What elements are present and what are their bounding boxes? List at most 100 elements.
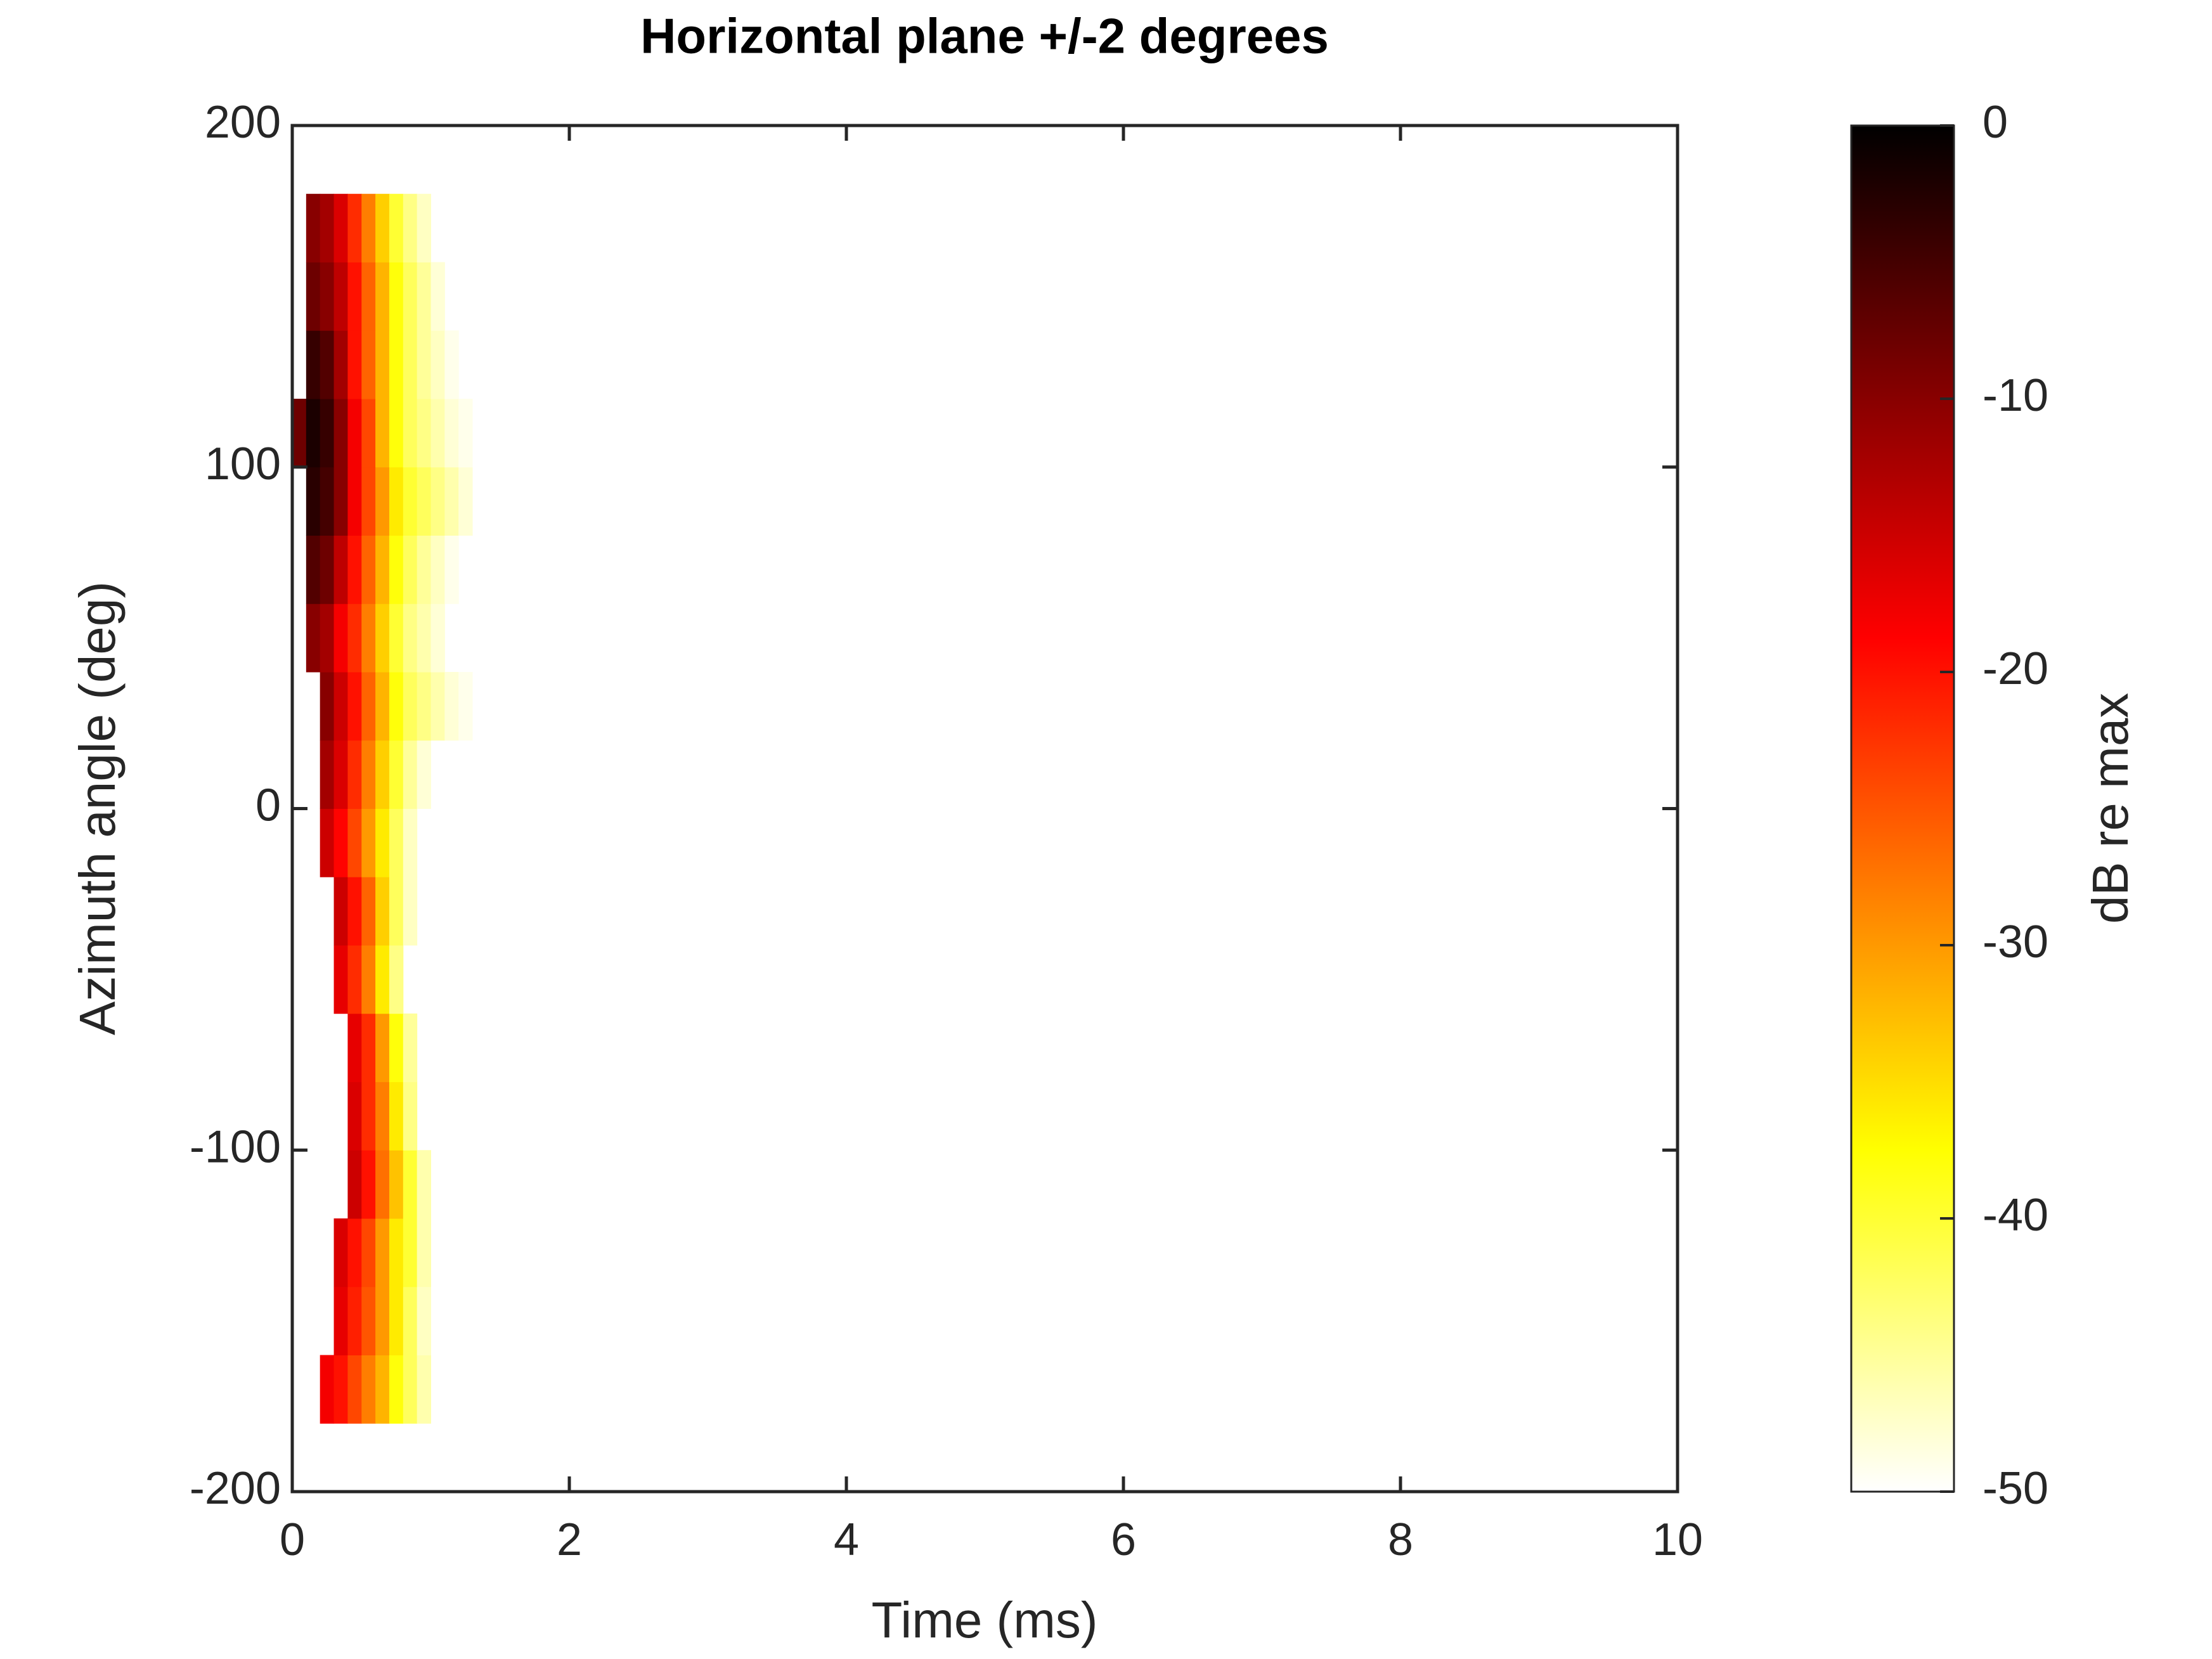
heatmap-cell	[389, 1218, 404, 1288]
colorbar-tick-label: -20	[1982, 643, 2048, 694]
heatmap-cell	[333, 945, 348, 1014]
heatmap-cell	[333, 193, 348, 262]
heatmap-cell	[403, 262, 418, 331]
heatmap-cell	[361, 808, 376, 877]
heatmap-cell	[389, 1286, 404, 1355]
heatmap-cell	[361, 604, 376, 673]
heatmap-cell	[403, 467, 418, 536]
heatmap-cell	[430, 399, 445, 468]
heatmap-cell	[347, 467, 362, 536]
heatmap-cell	[403, 1081, 418, 1151]
heatmap-cell	[430, 535, 445, 604]
heatmap-cell	[361, 399, 376, 468]
heatmap-cell	[403, 330, 418, 399]
heatmap-cell	[417, 1218, 431, 1288]
heatmap-cell	[375, 945, 390, 1014]
heatmap-cell	[444, 399, 459, 468]
heatmap-cell	[389, 330, 404, 399]
heatmap-cell	[361, 262, 376, 331]
heatmap-cell	[347, 1355, 362, 1424]
heatmap-cell	[444, 672, 459, 741]
colorbar-tick-label: -10	[1982, 370, 2048, 421]
heatmap-cell	[417, 1355, 431, 1424]
heatmap-cell	[320, 672, 335, 741]
heatmap-cell	[333, 877, 348, 946]
heatmap-cell	[375, 1150, 390, 1219]
colorbar-tick-label: 0	[1982, 97, 2008, 148]
heatmap-cell	[347, 672, 362, 741]
heatmap-cell	[389, 1355, 404, 1424]
y-tick-label: 100	[205, 439, 281, 489]
heatmap-cell	[306, 262, 321, 331]
heatmap-cell	[347, 1013, 362, 1082]
x-tick-label: 6	[1111, 1514, 1136, 1565]
heatmap-cell	[361, 877, 376, 946]
heatmap-cell	[347, 1150, 362, 1219]
heatmap-cell	[417, 535, 431, 604]
heatmap-cell	[417, 1150, 431, 1219]
heatmap-cell	[389, 535, 404, 604]
chart-title: Horizontal plane +/-2 degrees	[640, 8, 1329, 64]
heatmap-cell	[375, 877, 390, 946]
heatmap-cell	[403, 1218, 418, 1288]
x-tick-label: 0	[280, 1514, 305, 1565]
heatmap-cell	[347, 808, 362, 877]
heatmap-cell	[444, 330, 459, 399]
heatmap-cell	[347, 330, 362, 399]
heatmap-cell	[361, 945, 376, 1014]
heatmap-cell	[361, 467, 376, 536]
colorbar-tick-label: -30	[1982, 917, 2048, 967]
heatmap-cell	[389, 193, 404, 262]
heatmap-cell	[333, 604, 348, 673]
heatmap-cell	[403, 1355, 418, 1424]
heatmap-cell	[306, 604, 321, 673]
heatmap-cell	[417, 467, 431, 536]
colorbar-tick-label: -40	[1982, 1190, 2048, 1241]
heatmap-cell	[430, 604, 445, 673]
heatmap-cell	[320, 330, 335, 399]
heatmap-cell	[389, 945, 404, 1014]
heatmap-cell	[361, 1150, 376, 1219]
heatmap-cell	[403, 877, 418, 946]
heatmap-cell	[417, 399, 431, 468]
heatmap-cell	[417, 1286, 431, 1355]
heatmap-cell	[389, 467, 404, 536]
heatmap-cell	[320, 535, 335, 604]
y-tick-label: 0	[255, 780, 281, 831]
heatmap-cell	[320, 193, 335, 262]
heatmap-cell	[306, 330, 321, 399]
heatmap-cell	[389, 604, 404, 673]
heatmap-cell	[333, 808, 348, 877]
heatmap-cell	[361, 1218, 376, 1288]
heatmap-cell	[389, 808, 404, 877]
heatmap-cell	[375, 330, 390, 399]
heatmap-cell	[361, 1286, 376, 1355]
heatmap-cell	[403, 535, 418, 604]
heatmap-cell	[417, 672, 431, 741]
heatmap-cell	[403, 672, 418, 741]
heatmap-cell	[347, 945, 362, 1014]
heatmap-cell	[375, 1218, 390, 1288]
heatmap-cell	[306, 399, 321, 468]
heatmap-cell	[430, 330, 445, 399]
heatmap-cell	[333, 467, 348, 536]
heatmap-cell	[333, 399, 348, 468]
heatmap-cell	[347, 877, 362, 946]
heatmap-cell	[333, 262, 348, 331]
heatmap-cell	[347, 535, 362, 604]
heatmap-cell	[306, 467, 321, 536]
heatmap-cell	[403, 1013, 418, 1082]
heatmap-cell	[333, 1218, 348, 1288]
heatmap-cell	[361, 330, 376, 399]
colorbar	[1850, 124, 1955, 1493]
heatmap-cell	[320, 467, 335, 536]
heatmap-cell	[389, 1013, 404, 1082]
heatmap-cell	[458, 399, 473, 468]
x-tick-label: 8	[1388, 1514, 1413, 1565]
heatmap-cell	[320, 1355, 335, 1424]
heatmap-cell	[458, 467, 473, 536]
heatmap-cell	[403, 740, 418, 809]
heatmap-cell	[320, 262, 335, 331]
heatmap-cell	[403, 808, 418, 877]
heatmap-cell	[389, 877, 404, 946]
